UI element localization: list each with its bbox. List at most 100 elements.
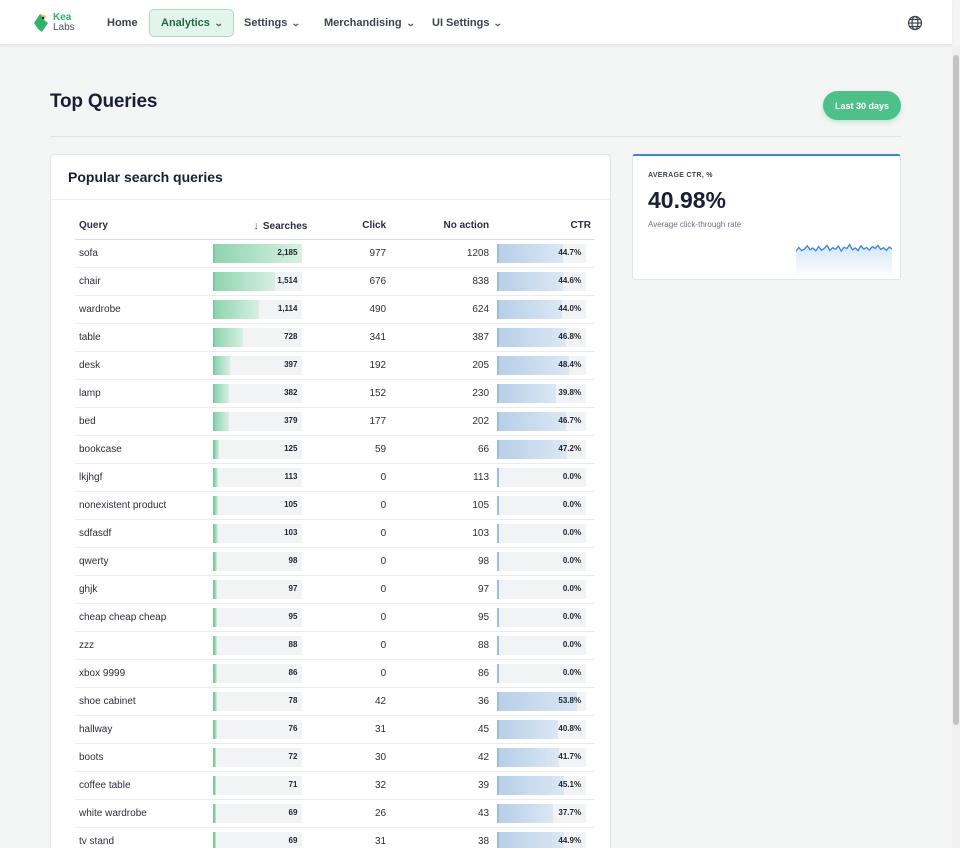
table-row[interactable]: bookcase 125 59 66 47.2% xyxy=(75,435,595,464)
ctr-subtitle: Average click-through rate xyxy=(648,220,742,229)
cell-click: 30 xyxy=(311,743,391,772)
searches-value: 69 xyxy=(288,807,298,817)
chevron-down-icon: ⌄ xyxy=(493,17,504,28)
searches-bar-fill xyxy=(213,271,276,291)
searches-bar: 397 xyxy=(213,355,303,375)
table-row[interactable]: chair 1,514 676 838 44.6% xyxy=(75,267,595,296)
nav-analytics-label: Analytics xyxy=(161,17,210,29)
cell-query: xbox 9999 xyxy=(75,659,210,688)
cell-no-action: 38 xyxy=(390,827,494,848)
header-no-action[interactable]: No action xyxy=(390,213,494,240)
table-row[interactable]: coffee table 71 32 39 45.1% xyxy=(75,771,595,800)
cell-query: qwerty xyxy=(75,547,210,576)
nav-analytics[interactable]: Analytics ⌄ xyxy=(149,9,235,37)
cell-no-action: 1208 xyxy=(390,239,494,268)
cell-click: 0 xyxy=(311,575,391,604)
table-row[interactable]: bed 379 177 202 46.7% xyxy=(75,407,595,436)
searches-bar-fill xyxy=(213,607,218,627)
ctr-bar-fill xyxy=(497,271,564,291)
searches-value: 98 xyxy=(288,555,298,565)
ctr-value-cell: 0.0% xyxy=(562,499,582,509)
searches-bar-fill xyxy=(213,831,217,848)
date-range-button[interactable]: Last 30 days xyxy=(823,91,901,120)
cell-searches: 71 xyxy=(209,771,312,800)
cell-ctr: 39.8% xyxy=(493,379,595,408)
table-row[interactable]: lkjhgf 113 0 113 0.0% xyxy=(75,463,595,492)
header-query[interactable]: Query xyxy=(75,213,210,240)
ctr-bar-fill xyxy=(497,635,500,655)
cell-ctr: 0.0% xyxy=(493,491,595,520)
sparkline-line xyxy=(796,243,892,253)
table-row[interactable]: desk 397 192 205 48.4% xyxy=(75,351,595,380)
cell-no-action: 86 xyxy=(390,659,494,688)
cell-no-action: 42 xyxy=(390,743,494,772)
cell-click: 177 xyxy=(311,407,391,436)
table-row[interactable]: sdfasdf 103 0 103 0.0% xyxy=(75,519,595,548)
searches-value: 97 xyxy=(288,583,298,593)
cell-searches: 397 xyxy=(209,351,312,380)
nav-home-label: Home xyxy=(107,17,138,29)
cell-click: 0 xyxy=(311,603,391,632)
table-row[interactable]: shoe cabinet 78 42 36 53.8% xyxy=(75,687,595,716)
header-ctr[interactable]: CTR xyxy=(493,213,595,240)
cell-no-action: 230 xyxy=(390,379,494,408)
searches-bar-fill xyxy=(213,803,217,823)
searches-bar-fill xyxy=(213,495,218,515)
cell-ctr: 44.9% xyxy=(493,827,595,848)
searches-bar-fill xyxy=(213,243,303,263)
scrollbar-thumb[interactable] xyxy=(953,55,959,725)
cell-click: 32 xyxy=(311,771,391,800)
table-row[interactable]: sofa 2,185 977 1208 44.7% xyxy=(75,239,595,268)
searches-bar: 103 xyxy=(213,523,303,543)
searches-value: 113 xyxy=(284,471,298,481)
table-row[interactable]: table 728 341 387 46.8% xyxy=(75,323,595,352)
searches-value: 78 xyxy=(288,695,298,705)
searches-bar-fill xyxy=(213,355,230,375)
cell-searches: 97 xyxy=(209,575,312,604)
page-scrollbar[interactable] xyxy=(952,45,960,848)
queries-table: Query ↓ Searches Click No action CTR sofa… xyxy=(75,213,595,848)
nav-ui-settings[interactable]: UI Settings ⌄ xyxy=(421,9,513,37)
table-row[interactable]: lamp 382 152 230 39.8% xyxy=(75,379,595,408)
searches-bar-fill xyxy=(213,719,217,739)
cell-click: 0 xyxy=(311,491,391,520)
table-row[interactable]: zzz 88 0 88 0.0% xyxy=(75,631,595,660)
searches-bar-fill xyxy=(213,327,244,347)
header-click[interactable]: Click xyxy=(311,213,391,240)
header-searches[interactable]: ↓ Searches xyxy=(209,213,312,240)
cell-ctr: 37.7% xyxy=(493,799,595,828)
nav-home[interactable]: Home xyxy=(96,9,149,37)
cell-searches: 76 xyxy=(209,715,312,744)
table-row[interactable]: tv stand 69 31 38 44.9% xyxy=(75,827,595,848)
cell-no-action: 36 xyxy=(390,687,494,716)
table-row[interactable]: wardrobe 1,114 490 624 44.0% xyxy=(75,295,595,324)
globe-icon[interactable] xyxy=(907,15,923,31)
table-row[interactable]: boots 72 30 42 41.7% xyxy=(75,743,595,772)
table-row[interactable]: ghjk 97 0 97 0.0% xyxy=(75,575,595,604)
table-row[interactable]: xbox 9999 86 0 86 0.0% xyxy=(75,659,595,688)
nav-merchandising[interactable]: Merchandising ⌄ xyxy=(313,9,425,37)
cell-ctr: 44.6% xyxy=(493,267,595,296)
table-row[interactable]: white wardrobe 69 26 43 37.7% xyxy=(75,799,595,828)
table-row[interactable]: hallway 76 31 45 40.8% xyxy=(75,715,595,744)
ctr-bar: 41.7% xyxy=(497,747,587,767)
ctr-bar: 40.8% xyxy=(497,719,587,739)
cell-ctr: 47.2% xyxy=(493,435,595,464)
cell-no-action: 202 xyxy=(390,407,494,436)
cell-searches: 1,514 xyxy=(209,267,312,296)
cell-searches: 69 xyxy=(209,799,312,828)
table-row[interactable]: qwerty 98 0 98 0.0% xyxy=(75,547,595,576)
cell-query: ghjk xyxy=(75,575,210,604)
cell-ctr: 41.7% xyxy=(493,743,595,772)
cell-no-action: 66 xyxy=(390,435,494,464)
ctr-value-cell: 0.0% xyxy=(562,555,582,565)
cell-query: zzz xyxy=(75,631,210,660)
cell-searches: 98 xyxy=(209,547,312,576)
searches-bar: 379 xyxy=(213,411,303,431)
table-row[interactable]: nonexistent product 105 0 105 0.0% xyxy=(75,491,595,520)
kea-logo-icon[interactable] xyxy=(32,11,72,35)
ctr-bar-fill xyxy=(497,523,500,543)
card-title: Popular search queries xyxy=(68,169,223,185)
table-row[interactable]: cheap cheap cheap 95 0 95 0.0% xyxy=(75,603,595,632)
nav-settings[interactable]: Settings ⌄ xyxy=(233,9,311,37)
